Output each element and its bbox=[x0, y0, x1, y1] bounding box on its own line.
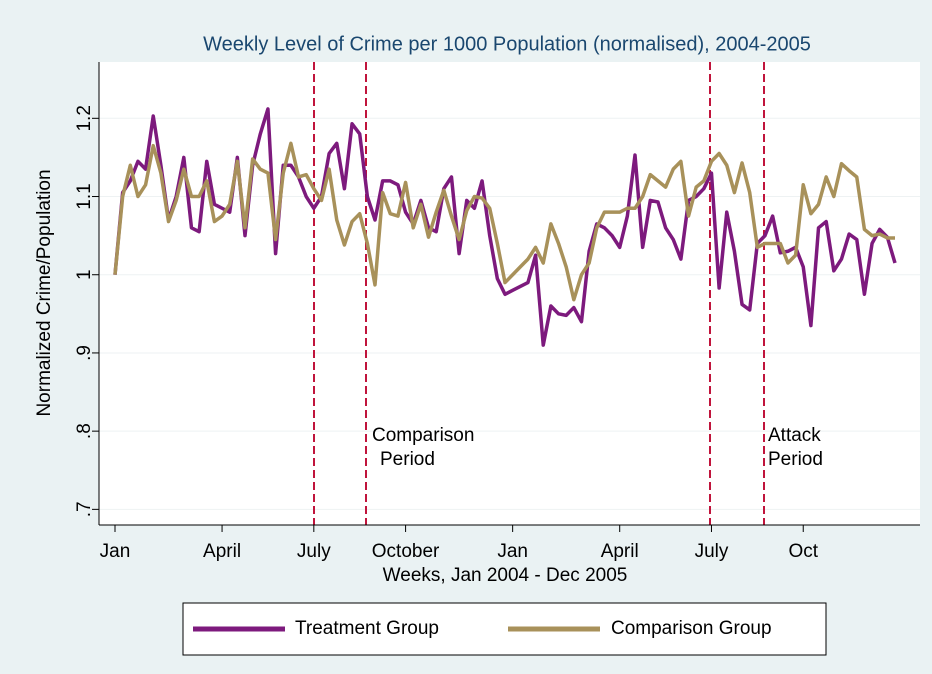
series-line bbox=[113, 141, 895, 302]
y-axis-label: Normalized Crime/Population bbox=[34, 169, 55, 416]
annotation: Comparison bbox=[372, 425, 474, 446]
y-tick-label: .7 bbox=[74, 501, 95, 517]
x-tick-label: Jan bbox=[497, 541, 528, 562]
annotation: Period bbox=[380, 449, 435, 470]
y-tick-label: .8 bbox=[74, 423, 95, 439]
legend bbox=[182, 602, 827, 656]
y-tick-label: .9 bbox=[74, 345, 95, 361]
series-line bbox=[113, 107, 897, 347]
y-tick-label: 1.1 bbox=[74, 183, 95, 209]
x-tick-label: July bbox=[695, 541, 729, 562]
x-tick-label: Oct bbox=[788, 541, 818, 562]
x-tick-label: October bbox=[372, 541, 440, 562]
x-axis-label: Weeks, Jan 2004 - Dec 2005 bbox=[383, 565, 628, 586]
x-tick-label: April bbox=[203, 541, 241, 562]
annotation: Period bbox=[768, 449, 823, 470]
chart-title: Weekly Level of Crime per 1000 Populatio… bbox=[203, 33, 811, 55]
grid bbox=[99, 117, 920, 510]
legend-label: Treatment Group bbox=[295, 618, 439, 639]
annotation: Attack bbox=[768, 425, 821, 446]
y-tick-label: 1 bbox=[74, 269, 95, 280]
legend-label: Comparison Group bbox=[611, 618, 772, 639]
x-tick-label: Jan bbox=[100, 541, 131, 562]
reference-lines bbox=[313, 62, 765, 525]
x-tick-label: July bbox=[297, 541, 331, 562]
x-tick-label: April bbox=[601, 541, 639, 562]
y-tick-label: 1.2 bbox=[74, 105, 95, 131]
